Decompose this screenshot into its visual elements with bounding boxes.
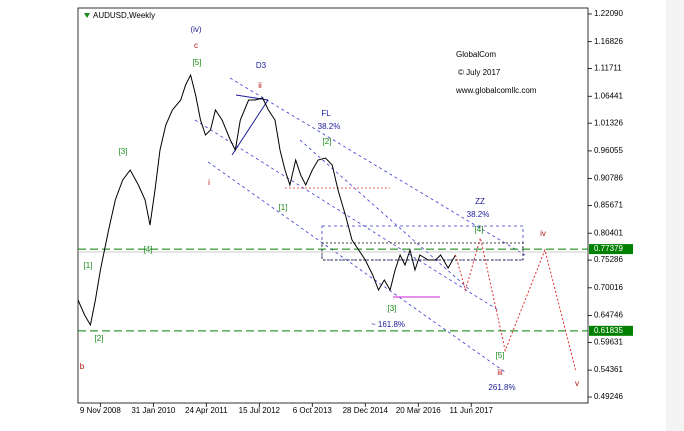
price-line: [77, 73, 456, 327]
x-tick-label: 6 Oct 2013: [293, 406, 333, 415]
triangle-line: [231, 99, 269, 156]
annotation: www.globalcomllc.com: [455, 86, 537, 95]
x-tick-label: 28 Dec 2014: [343, 406, 389, 415]
annotation: [4]: [475, 225, 484, 234]
annotation: ZZ: [475, 197, 485, 206]
y-tick-label: 0.80401: [594, 228, 623, 237]
y-tick-label: 1.16826: [594, 37, 623, 46]
y-tick-label: 0.70016: [594, 283, 623, 292]
channel-line: [207, 161, 506, 373]
y-tick-label: 0.59631: [594, 338, 623, 347]
y-tick-label: 0.64746: [594, 311, 623, 320]
annotation: iv: [540, 229, 546, 238]
x-tick-label: 15 Jul 2012: [239, 406, 281, 415]
channel-line: [299, 139, 471, 291]
annotation: c: [194, 41, 198, 50]
annotation: [5]: [496, 351, 505, 360]
y-tick-label: 1.01326: [594, 118, 623, 127]
annotation: [4]: [144, 245, 153, 254]
y-tick-label: 0.54361: [594, 365, 623, 374]
y-tick-label: 0.90786: [594, 174, 623, 183]
annotation: i: [208, 178, 210, 187]
annotation: [3]: [388, 304, 397, 313]
y-tick-label: 0.85671: [594, 201, 623, 210]
level-tag: [589, 244, 633, 255]
projection-line: [455, 237, 577, 371]
annotation: b: [80, 362, 85, 371]
annotation: [3]: [119, 147, 128, 156]
annotation: ii: [258, 81, 262, 90]
chart-title: AUDUSD,Weekly: [93, 11, 155, 20]
y-tick-label: 1.22090: [594, 9, 623, 18]
annotation: [5]: [193, 58, 202, 67]
annotation: iii: [497, 368, 503, 377]
x-tick-label: 11 Jun 2017: [450, 406, 494, 415]
x-tick-label: 9 Nov 2008: [80, 406, 121, 415]
annotation: [2]: [95, 334, 104, 343]
y-tick-label: 1.06441: [594, 91, 623, 100]
y-tick-label: 0.49246: [594, 392, 623, 401]
y-tick-label: 0.96055: [594, 146, 623, 155]
x-tick-label: 31 Jan 2010: [131, 406, 176, 415]
annotation: 261.8%: [488, 383, 515, 392]
x-tick-label: 24 Apr 2011: [185, 406, 228, 415]
annotation: D3: [256, 61, 267, 70]
chart-panel: [0, 0, 666, 431]
annotation: [2]: [323, 137, 332, 146]
annotation: (iv): [190, 25, 201, 34]
annotation: © July 2017: [458, 68, 501, 77]
level-label: 0.61835: [594, 326, 623, 335]
annotation: 38.2%: [467, 210, 490, 219]
annotation: 38.2%: [318, 122, 341, 131]
annotation: FL: [321, 109, 331, 118]
level-tag: [589, 325, 633, 336]
symbol-icon: [84, 13, 90, 18]
annotation: GlobalCom: [456, 50, 496, 59]
annotation: v: [575, 379, 579, 388]
annotation: ~ 161.8%: [371, 320, 405, 329]
annotation: [1]: [84, 261, 93, 270]
y-tick-label: 0.75286: [594, 255, 623, 264]
y-tick-label: 1.11711: [594, 64, 622, 73]
level-label: 0.77379: [594, 244, 623, 253]
target-box-inner: [321, 242, 524, 261]
x-tick-label: 20 Mar 2016: [396, 406, 441, 415]
annotation: [1]: [279, 203, 288, 212]
